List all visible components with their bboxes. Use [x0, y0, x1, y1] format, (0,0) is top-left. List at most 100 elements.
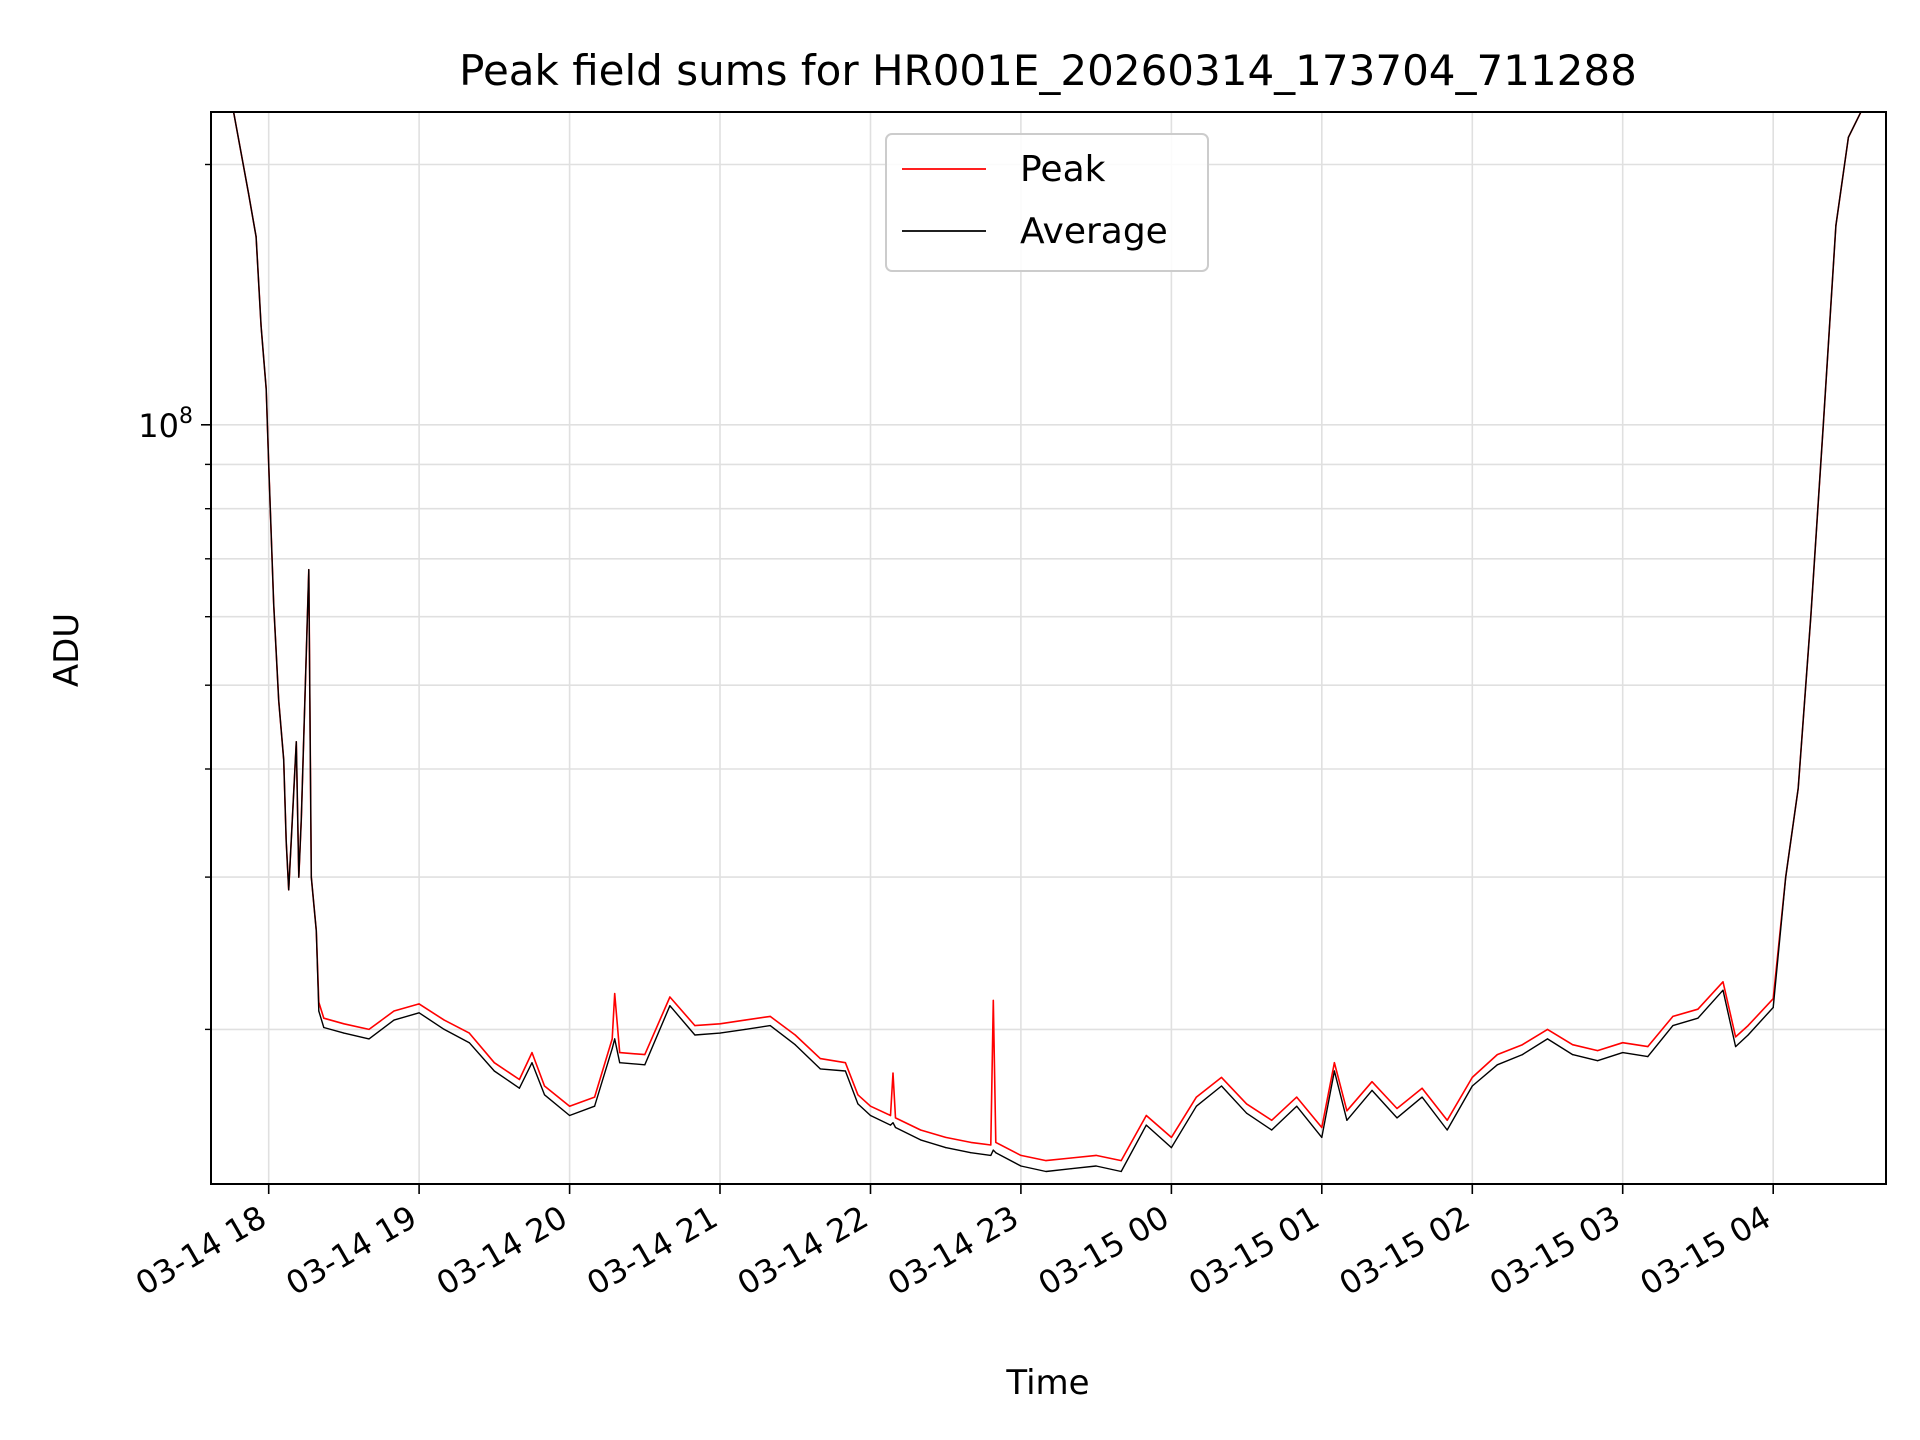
data-point: [1095, 1154, 1097, 1156]
data-point: [644, 1054, 646, 1056]
data-point: [1822, 424, 1824, 426]
data-point: [393, 1010, 395, 1012]
data-point: [889, 1114, 892, 1117]
data-point: [418, 1012, 420, 1014]
data-point: [1672, 1015, 1674, 1018]
data-point: [531, 1052, 533, 1054]
data-point: [1371, 1089, 1373, 1091]
data-point: [1797, 787, 1799, 789]
data-point: [857, 1094, 859, 1096]
data-point: [531, 1062, 533, 1064]
data-point: [1120, 1170, 1122, 1173]
data-point: [1321, 1126, 1323, 1129]
data-point: [1271, 1119, 1273, 1121]
data-point: [1020, 1165, 1022, 1167]
data-point: [1471, 1085, 1473, 1087]
data-point: [857, 1103, 859, 1105]
data-point: [1195, 1096, 1197, 1098]
data-point: [1572, 1054, 1574, 1056]
data-point: [945, 1136, 947, 1138]
data-point: [1220, 1085, 1223, 1087]
data-point: [1722, 981, 1724, 983]
legend: Peak Average: [885, 133, 1209, 272]
data-point: [1246, 1103, 1248, 1105]
data-point: [1020, 1154, 1022, 1156]
x-axis-label: Time: [1005, 1363, 1089, 1403]
data-point: [1170, 1136, 1172, 1138]
data-point: [794, 1044, 796, 1046]
data-point: [1396, 1117, 1398, 1119]
data-point: [300, 818, 302, 820]
data-point: [1396, 1107, 1398, 1110]
data-point: [1220, 1076, 1223, 1078]
legend-label-average: Average: [1020, 211, 1168, 252]
data-point: [1810, 616, 1812, 618]
data-point: [368, 1038, 370, 1040]
data-point: [945, 1147, 947, 1149]
data-point: [310, 876, 312, 878]
data-point: [694, 1034, 696, 1036]
data-point: [1421, 1087, 1423, 1089]
data-point: [1070, 1157, 1072, 1159]
data-point: [1835, 224, 1837, 227]
data-point: [1747, 1034, 1749, 1036]
data-point: [719, 1032, 721, 1034]
data-point: [744, 1028, 746, 1030]
data-point: [889, 1124, 892, 1126]
data-point: [543, 1094, 546, 1096]
data-point: [343, 1032, 345, 1034]
data-point: [1045, 1160, 1047, 1162]
data-point: [619, 1062, 621, 1064]
data-point: [1622, 1052, 1624, 1054]
data-point: [892, 1122, 894, 1124]
data-point: [569, 1114, 571, 1117]
data-point: [285, 840, 287, 842]
data-point: [614, 1038, 616, 1040]
data-point: [990, 1154, 992, 1156]
data-point: [992, 999, 994, 1002]
data-point: [1672, 1025, 1674, 1027]
data-point: [318, 1010, 320, 1012]
data-point: [273, 603, 275, 606]
data-point: [298, 876, 300, 878]
data-point: [468, 1042, 470, 1044]
data-point: [260, 325, 262, 327]
data-point: [920, 1129, 922, 1131]
data-point: [1697, 1008, 1699, 1010]
data-point: [1296, 1105, 1298, 1107]
data-point: [1735, 1036, 1737, 1038]
y-tick-base: 10: [138, 407, 179, 445]
data-point: [869, 1114, 872, 1117]
data-point: [1145, 1114, 1147, 1117]
data-point: [1333, 1070, 1335, 1072]
data-point: [1735, 1046, 1737, 1048]
data-point: [393, 1019, 395, 1021]
data-point: [443, 1028, 445, 1030]
data-point: [255, 236, 257, 238]
plot-lines: [210, 111, 1862, 1173]
data-point: [1471, 1076, 1473, 1078]
series-line-average: [211, 111, 1862, 1173]
data-point: [1120, 1160, 1122, 1162]
y-axis-label: ADU: [47, 613, 87, 687]
data-point: [468, 1032, 470, 1034]
data-point: [1847, 136, 1849, 138]
data-point: [288, 889, 290, 891]
data-point: [970, 1141, 972, 1143]
data-point: [1170, 1147, 1172, 1149]
data-point: [611, 1048, 613, 1050]
data-point: [323, 1017, 325, 1019]
data-point: [719, 1023, 721, 1025]
data-point: [1346, 1119, 1348, 1121]
data-point: [844, 1070, 847, 1072]
data-point: [1546, 1028, 1549, 1030]
data-point: [644, 1064, 646, 1066]
data-point: [844, 1062, 847, 1064]
data-point: [1521, 1054, 1523, 1056]
data-point: [894, 1126, 897, 1129]
data-point: [569, 1105, 571, 1107]
legend-label-peak: Peak: [1020, 149, 1106, 190]
data-point: [594, 1096, 596, 1098]
data-point: [1722, 989, 1724, 991]
